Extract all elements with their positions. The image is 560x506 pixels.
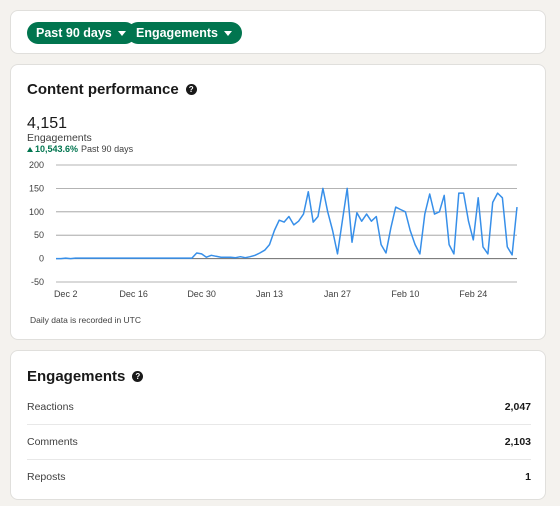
filter-bar: Past 90 days Engagements <box>10 10 546 54</box>
engagement-row-reactions: Reactions 2,047 <box>27 390 531 424</box>
date-range-label: Past 90 days <box>36 26 112 40</box>
engagements-line-chart: 200 150 100 50 0 -50 Dec 2 Dec 16 Dec 30 Jan 13 Ja… <box>29 160 518 299</box>
engagement-row-value: 2,047 <box>504 401 531 413</box>
engagement-row-reposts: Reposts 1 <box>27 460 531 494</box>
y-tick-label: 100 <box>29 207 44 217</box>
y-tick-label: -50 <box>31 277 44 287</box>
engagements-title: Engagements <box>27 368 126 385</box>
caret-down-icon <box>223 30 232 36</box>
engagement-row-label: Reposts <box>27 471 66 483</box>
divider <box>27 459 531 460</box>
help-icon[interactable]: ? <box>132 371 144 382</box>
x-tick-label: Dec 30 <box>187 289 216 299</box>
engagements-heading: Engagements ? <box>27 368 144 385</box>
divider <box>27 424 531 425</box>
engagements-card: Engagements ? Reactions 2,047 Comments 2… <box>10 350 546 500</box>
content-performance-title: Content performance <box>27 81 179 98</box>
help-icon[interactable]: ? <box>185 84 197 95</box>
chart-note: Daily data is recorded in UTC <box>30 315 142 325</box>
x-tick-label: Jan 27 <box>324 289 351 299</box>
x-tick-label: Dec 16 <box>119 289 148 299</box>
engagement-row-label: Reactions <box>27 401 74 413</box>
change-period: Past 90 days <box>81 144 134 154</box>
total-engagements-label: Engagements <box>27 132 92 144</box>
engagements-series-line[interactable] <box>56 187 518 260</box>
engagement-row-label: Comments <box>27 436 78 448</box>
engagement-row-comments: Comments 2,103 <box>27 425 531 459</box>
trend-up-icon <box>27 146 33 152</box>
total-engagements-value: 4,151 <box>27 115 68 132</box>
engagement-row-value: 2,103 <box>504 436 531 448</box>
engagement-row-value: 1 <box>525 471 531 483</box>
content-performance-heading: Content performance ? <box>27 81 197 98</box>
content-performance-card: Content performance ? 4,151 Engagements … <box>10 64 546 340</box>
date-range-dropdown[interactable]: Past 90 days <box>27 22 136 44</box>
y-tick-label: 200 <box>29 160 44 170</box>
metric-dropdown[interactable]: Engagements <box>127 22 242 44</box>
change-indicator: 10,543.6% Past 90 days <box>27 144 133 154</box>
caret-down-icon <box>117 30 126 36</box>
y-tick-label: 150 <box>29 183 44 193</box>
metric-label: Engagements <box>136 26 218 40</box>
y-tick-label: 0 <box>39 254 44 264</box>
x-tick-label: Feb 24 <box>459 289 487 299</box>
y-tick-label: 50 <box>34 230 44 240</box>
x-tick-label: Dec 2 <box>54 289 78 299</box>
change-value: 10,543.6% <box>35 144 79 154</box>
x-tick-label: Feb 10 <box>391 289 419 299</box>
x-tick-label: Jan 13 <box>256 289 283 299</box>
